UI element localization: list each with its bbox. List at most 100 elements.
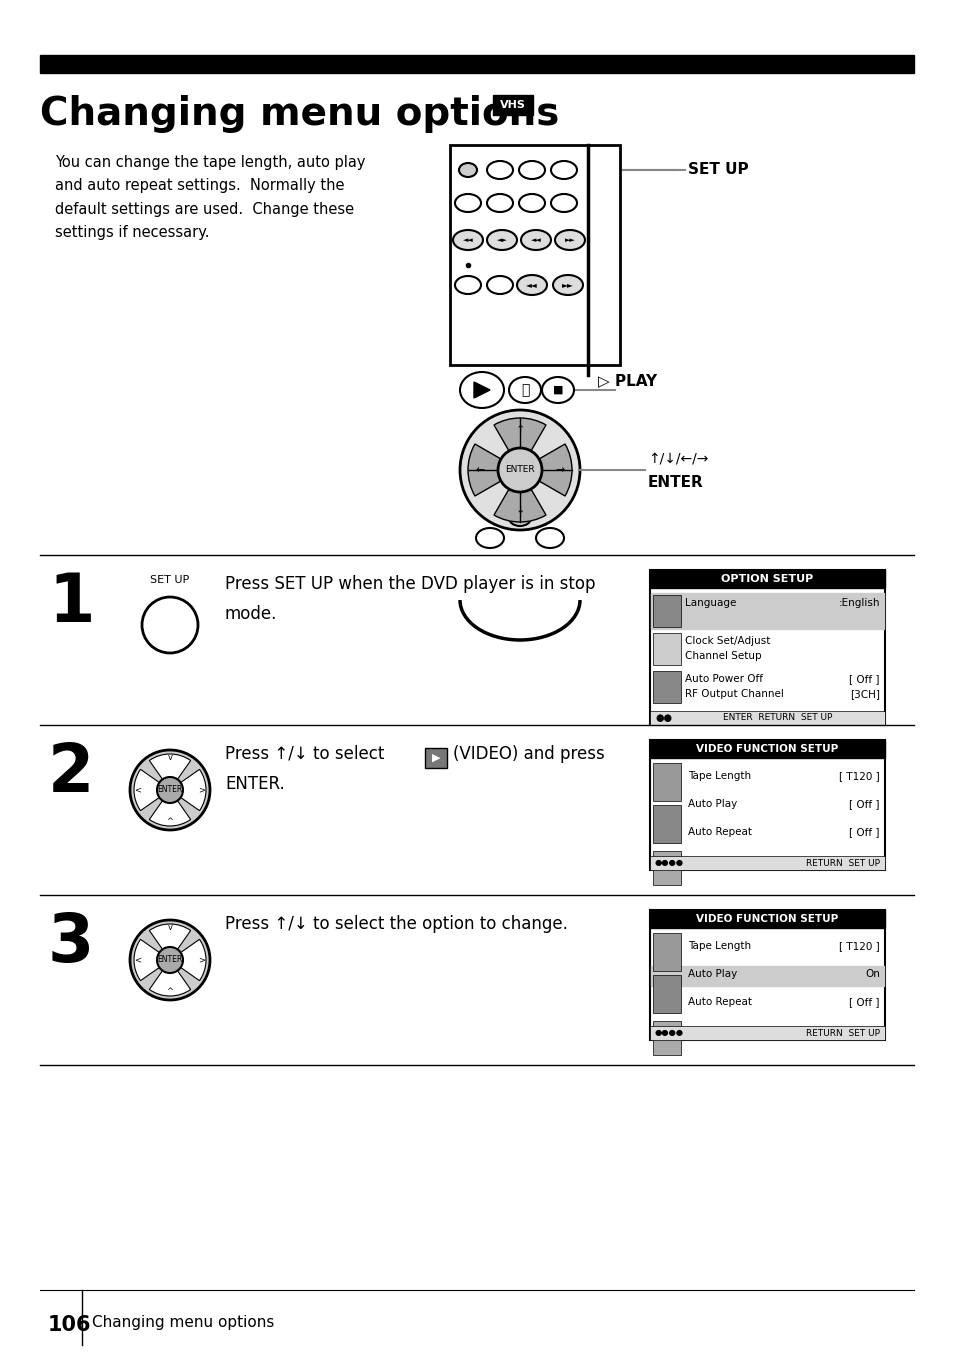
Text: OPTION SETUP: OPTION SETUP	[720, 575, 813, 584]
Bar	[652, 633, 680, 665]
Wedge shape	[494, 418, 545, 470]
Text: ◄►: ◄►	[497, 237, 507, 243]
Ellipse shape	[541, 377, 574, 403]
Bar	[652, 804, 680, 844]
Text: ●●●●: ●●●●	[655, 859, 683, 868]
Text: ▷ PLAY: ▷ PLAY	[598, 373, 657, 388]
Text: <: <	[134, 956, 141, 964]
Text: [ Off ]: [ Off ]	[848, 675, 879, 684]
Circle shape	[130, 919, 210, 1000]
Circle shape	[157, 946, 183, 973]
Circle shape	[459, 410, 579, 530]
Text: →: →	[555, 465, 564, 475]
Text: ←: ←	[475, 465, 484, 475]
Text: Press SET UP when the DVD player is in stop: Press SET UP when the DVD player is in s…	[225, 575, 595, 594]
Circle shape	[157, 777, 183, 803]
Bar	[493, 95, 533, 115]
Wedge shape	[494, 470, 545, 522]
Text: <: <	[134, 786, 141, 795]
Ellipse shape	[476, 529, 503, 548]
Bar	[652, 595, 680, 627]
Circle shape	[142, 598, 198, 653]
Text: ↑: ↑	[515, 425, 524, 435]
Bar	[424, 748, 447, 768]
Ellipse shape	[517, 274, 546, 295]
Ellipse shape	[486, 276, 513, 293]
Bar	[649, 740, 884, 758]
Ellipse shape	[518, 161, 544, 178]
Text: ◄◄: ◄◄	[462, 237, 473, 243]
Text: [ T120 ]: [ T120 ]	[839, 771, 879, 781]
Text: ENTER: ENTER	[157, 786, 182, 795]
Wedge shape	[133, 769, 170, 811]
Bar	[649, 571, 884, 588]
Text: You can change the tape length, auto play
and auto repeat settings.  Normally th: You can change the tape length, auto pla…	[55, 155, 365, 241]
Text: >: >	[198, 956, 205, 964]
Bar	[649, 740, 884, 869]
Text: Changing menu options: Changing menu options	[91, 1315, 274, 1330]
Bar	[649, 856, 884, 869]
Text: (VIDEO) and press: (VIDEO) and press	[453, 745, 604, 763]
Bar	[652, 1021, 680, 1055]
Text: ▶: ▶	[432, 753, 439, 763]
Bar	[649, 1026, 884, 1040]
Wedge shape	[133, 940, 170, 980]
Bar	[652, 975, 680, 1013]
Text: [ Off ]: [ Off ]	[848, 827, 879, 837]
Text: ●●●●: ●●●●	[655, 1029, 683, 1037]
Text: ►►: ►►	[564, 237, 575, 243]
Text: ►►: ►►	[561, 280, 574, 289]
Bar	[649, 571, 884, 725]
Text: Changing menu options: Changing menu options	[40, 95, 558, 132]
Text: ENTER: ENTER	[505, 465, 535, 475]
Text: v: v	[168, 753, 172, 763]
Text: 3: 3	[48, 910, 94, 976]
Text: VHS: VHS	[499, 100, 525, 110]
Ellipse shape	[536, 529, 563, 548]
Text: Auto Play: Auto Play	[687, 799, 737, 808]
Text: mode.: mode.	[225, 604, 277, 623]
Text: Channel Setup: Channel Setup	[684, 652, 760, 661]
Text: ENTER: ENTER	[647, 475, 703, 489]
Text: Press ↑/↓ to select: Press ↑/↓ to select	[225, 745, 384, 763]
Ellipse shape	[486, 193, 513, 212]
Bar	[450, 145, 619, 365]
Ellipse shape	[551, 193, 577, 212]
Ellipse shape	[455, 193, 480, 212]
Wedge shape	[150, 790, 191, 826]
Text: Press ↑/↓ to select the option to change.: Press ↑/↓ to select the option to change…	[225, 915, 567, 933]
Text: Clock Set/Adjust: Clock Set/Adjust	[684, 635, 770, 646]
Text: On: On	[864, 969, 879, 979]
Wedge shape	[170, 769, 206, 811]
Bar	[40, 55, 913, 73]
Wedge shape	[150, 923, 191, 960]
Text: ^: ^	[167, 987, 173, 996]
Ellipse shape	[509, 377, 540, 403]
Text: ↓: ↓	[515, 506, 524, 515]
Text: ◄◄: ◄◄	[525, 280, 537, 289]
Text: ◄◄: ◄◄	[530, 237, 540, 243]
Wedge shape	[468, 443, 519, 496]
Text: SET UP: SET UP	[151, 575, 190, 585]
Text: ■: ■	[552, 385, 562, 395]
Text: [ Off ]: [ Off ]	[848, 996, 879, 1007]
Text: ENTER  RETURN  SET UP: ENTER RETURN SET UP	[722, 714, 831, 722]
Ellipse shape	[553, 274, 582, 295]
Text: Tape Length: Tape Length	[687, 941, 750, 950]
Text: 106: 106	[48, 1315, 91, 1334]
Text: [ Off ]: [ Off ]	[848, 799, 879, 808]
Text: ↑/↓/←/→: ↑/↓/←/→	[647, 452, 708, 465]
Text: VIDEO FUNCTION SETUP: VIDEO FUNCTION SETUP	[696, 744, 838, 754]
Bar	[649, 910, 884, 1040]
Text: ENTER: ENTER	[157, 956, 182, 964]
Text: [ T120 ]: [ T120 ]	[839, 941, 879, 950]
Text: Auto Power Off: Auto Power Off	[684, 675, 762, 684]
Ellipse shape	[486, 230, 517, 250]
Bar	[649, 910, 884, 927]
Text: ENTER.: ENTER.	[225, 775, 284, 794]
Text: 2: 2	[48, 740, 94, 806]
Wedge shape	[170, 940, 206, 980]
Bar	[652, 671, 680, 703]
Text: Auto Play: Auto Play	[687, 969, 737, 979]
Ellipse shape	[453, 230, 482, 250]
